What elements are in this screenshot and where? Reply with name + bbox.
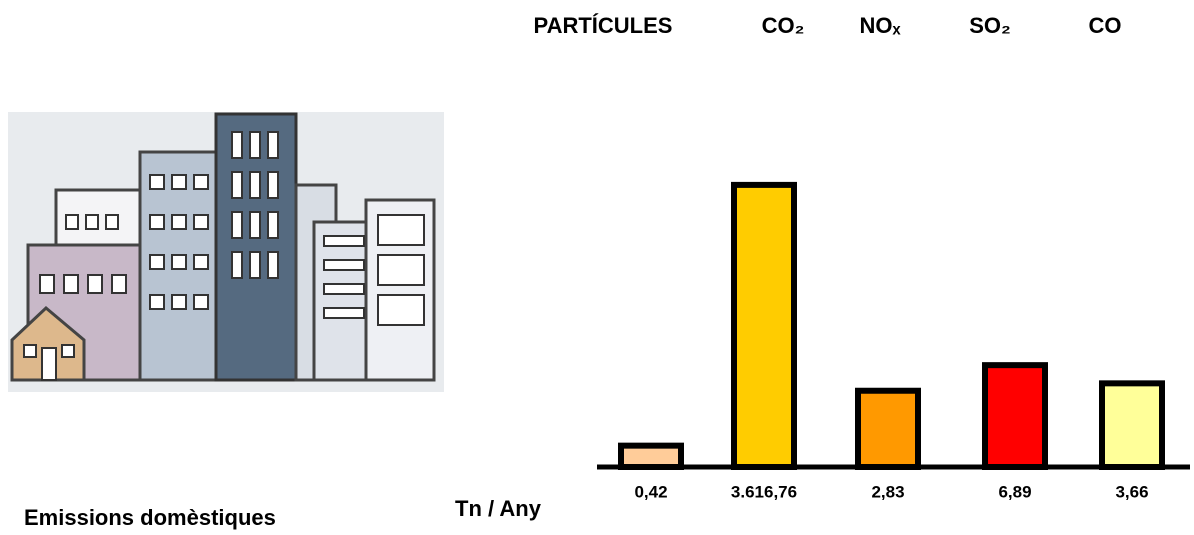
value-label: 3.616,76 [731, 482, 797, 501]
unit-label: Tn / Any [455, 496, 542, 521]
bar [982, 362, 1048, 470]
bar [855, 387, 921, 470]
building [312, 220, 376, 382]
value-label: 2,83 [871, 482, 904, 501]
bar [1099, 380, 1165, 470]
value-label: 6,89 [998, 482, 1031, 501]
building [214, 112, 298, 382]
bar [731, 181, 797, 470]
category-label: CO₂ [762, 13, 805, 38]
category-label: PARTÍCULES [534, 13, 673, 38]
buildings-illustration [8, 112, 444, 392]
category-label: NOₓ [859, 13, 901, 38]
bar [618, 442, 684, 470]
category-label: SO₂ [969, 13, 1011, 38]
house [10, 305, 86, 382]
value-label: 0,42 [634, 482, 667, 501]
chart-title: Emissions domèstiques [24, 505, 276, 530]
category-label: CO [1089, 13, 1122, 38]
value-label: 3,66 [1115, 482, 1148, 501]
